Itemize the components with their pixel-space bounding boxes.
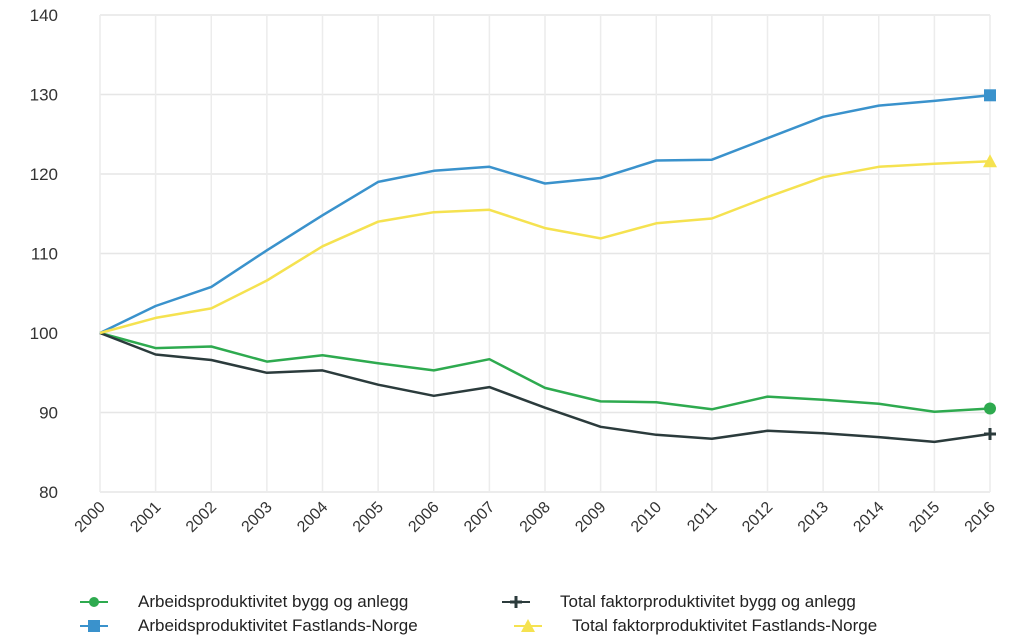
y-tick-label: 90 [39, 404, 58, 423]
series-end-marker-3 [983, 154, 997, 168]
y-tick-label: 130 [30, 86, 58, 105]
y-axis-ticks: 80 90 100 110 120 130 140 [30, 6, 58, 502]
series-end-marker-2 [984, 89, 996, 102]
legend-label: Arbeidsproduktivitet bygg og anlegg [138, 592, 409, 611]
series-line-3 [99, 160, 991, 335]
series-line-0 [99, 331, 991, 413]
legend-label: Total faktorproduktivitet bygg og anlegg [560, 592, 856, 611]
y-tick-label: 140 [30, 6, 58, 25]
y-tick-label: 100 [30, 324, 58, 343]
series-markers [983, 89, 997, 440]
x-tick-label: 2000 [72, 499, 109, 536]
series-line-2 [99, 94, 991, 335]
legend-item-arbeidsproduktivitet-fastlands[interactable]: Arbeidsproduktivitet Fastlands-Norge [78, 616, 418, 636]
x-tick-label: 2002 [183, 499, 220, 536]
x-tick-label: 2003 [239, 499, 276, 536]
x-tick-label: 2011 [684, 499, 720, 535]
grid [99, 14, 991, 493]
series-lines [99, 94, 991, 444]
legend-item-arbeidsproduktivitet-bygg[interactable]: Arbeidsproduktivitet bygg og anlegg [78, 592, 408, 612]
legend-marker-circle [78, 594, 126, 610]
x-tick-label: 2009 [572, 499, 609, 536]
x-tick-label: 2013 [795, 499, 832, 536]
y-tick-label: 80 [39, 483, 58, 502]
legend-item-total-faktor-bygg[interactable]: Total faktorproduktivitet bygg og anlegg [500, 592, 856, 612]
x-tick-label: 2006 [405, 499, 442, 536]
x-axis-ticks: 2000 2001 2002 2003 2004 2005 2006 2007 2008 2009… [72, 499, 999, 536]
x-tick-label: 2016 [962, 499, 999, 536]
x-tick-label: 2014 [850, 499, 887, 536]
x-tick-label: 2005 [350, 499, 387, 536]
series-end-marker-0 [984, 402, 996, 415]
legend-label: Total faktorproduktivitet Fastlands-Norg… [572, 616, 878, 635]
line-chart: 80 90 100 110 120 130 140 2000 2001 2002 2003 2004… [30, 6, 999, 536]
x-tick-label: 2008 [517, 499, 554, 536]
legend-item-total-faktor-fastlands[interactable]: Total faktorproduktivitet Fastlands-Norg… [512, 616, 877, 636]
y-tick-label: 120 [30, 165, 58, 184]
x-tick-label: 2010 [628, 499, 665, 536]
legend-label: Arbeidsproduktivitet Fastlands-Norge [138, 616, 418, 635]
x-tick-label: 2015 [906, 499, 943, 536]
legend-marker-square [78, 618, 126, 634]
y-tick-label: 110 [31, 245, 58, 264]
series-end-marker-1 [984, 427, 996, 440]
x-tick-label: 2007 [461, 499, 498, 536]
legend-marker-plus [500, 594, 548, 610]
legend-marker-triangle [512, 618, 560, 634]
series-line-1 [99, 331, 991, 444]
x-tick-label: 2004 [294, 499, 331, 536]
x-tick-label: 2012 [739, 499, 776, 536]
x-tick-label: 2001 [127, 499, 164, 536]
